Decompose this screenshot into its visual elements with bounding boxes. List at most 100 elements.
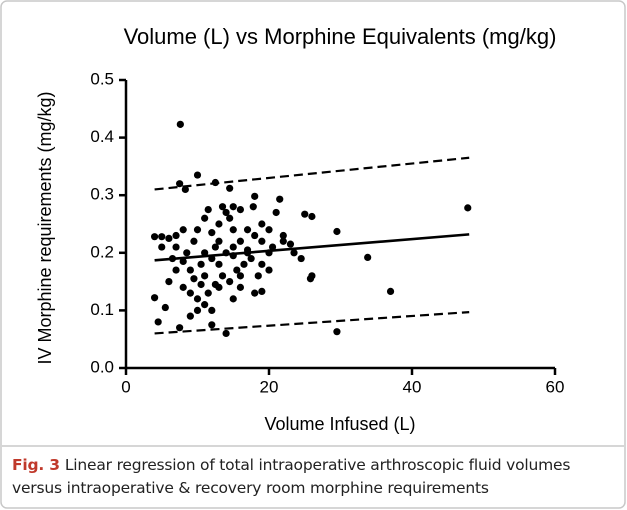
data-point [172,266,180,274]
data-point [176,324,184,332]
data-point [211,243,219,251]
data-point [236,206,244,214]
regression-line [154,233,470,262]
data-point [208,321,216,329]
y-tick-label: 0.4 [90,127,114,146]
x-tick-label: 20 [260,377,279,396]
data-point [197,260,205,268]
data-point [222,329,230,338]
data-point [268,243,277,251]
data-point [247,254,255,263]
data-point [226,214,234,222]
data-point [236,272,244,280]
y-axis-label: IV Morphine requirements (mg/kg) [35,91,55,364]
data-point [229,226,237,234]
data-point [279,231,287,240]
caption-text: Linear regression of total intraoperativ… [12,456,571,497]
data-point [286,240,295,248]
chart-title: Volume (L) vs Morphine Equivalents (mg/k… [124,24,557,49]
data-point [186,312,194,320]
data-point [279,237,287,245]
data-point [258,220,266,228]
data-point [306,275,315,283]
x-tick-label: 60 [546,377,565,396]
data-point [190,275,198,283]
data-point [179,283,187,291]
data-point [179,257,187,266]
prediction-band [154,156,470,191]
data-point [172,243,180,251]
data-point [211,280,219,289]
data-point [226,184,234,192]
data-point [251,289,259,297]
x-tick-label: 0 [121,377,130,396]
data-point [265,266,273,274]
data-point [229,243,237,251]
data-point [204,289,212,297]
data-point [236,283,244,291]
data-point [254,272,262,280]
data-point [464,204,472,212]
prediction-band [154,311,470,335]
data-point [236,237,244,245]
y-tick-label: 0.3 [90,185,114,204]
y-tick-label: 0.5 [90,69,114,88]
data-point [161,303,169,312]
data-point [183,249,191,257]
data-point [193,306,202,314]
data-point [276,195,284,203]
data-point [229,295,237,303]
data-point [258,287,266,295]
data-point [243,226,252,234]
data-point [215,237,223,245]
data-point [197,280,205,289]
data-point [258,237,266,245]
data-point [226,278,234,286]
data-point [176,180,184,188]
data-point [301,210,309,218]
y-tick-label: 0.0 [90,357,114,376]
data-point [265,226,273,234]
caption-label: Fig. 3 [12,456,60,474]
data-point [297,254,305,263]
x-axis-label: Volume Infused (L) [264,414,415,434]
data-point [258,260,266,268]
data-point [251,192,259,200]
data-point [158,243,166,251]
data-point [151,233,159,241]
data-point [251,231,259,240]
data-point [181,185,189,194]
data-point [290,249,298,257]
data-point [333,227,341,236]
data-point [364,253,372,262]
data-point [249,203,257,211]
data-point [272,208,280,217]
data-point [201,301,209,309]
data-point [201,214,209,222]
data-point [193,226,202,234]
data-point [218,203,227,211]
data-point [333,328,341,336]
data-point [240,260,248,268]
data-point [215,260,223,268]
data-point [186,266,194,274]
data-point [179,226,187,234]
data-point [172,231,180,240]
data-point [208,306,216,314]
data-point [165,234,173,242]
data-point [229,203,237,211]
caption: Fig. 3 Linear regression of total intraop… [12,454,616,500]
data-point [165,278,173,286]
data-point [233,266,241,274]
data-point [176,120,184,128]
data-point [204,206,212,214]
data-point [386,287,395,295]
y-tick-label: 0.2 [90,242,114,261]
data-point [193,171,202,179]
data-point [190,237,198,245]
data-point [222,208,230,217]
data-point [218,272,227,280]
